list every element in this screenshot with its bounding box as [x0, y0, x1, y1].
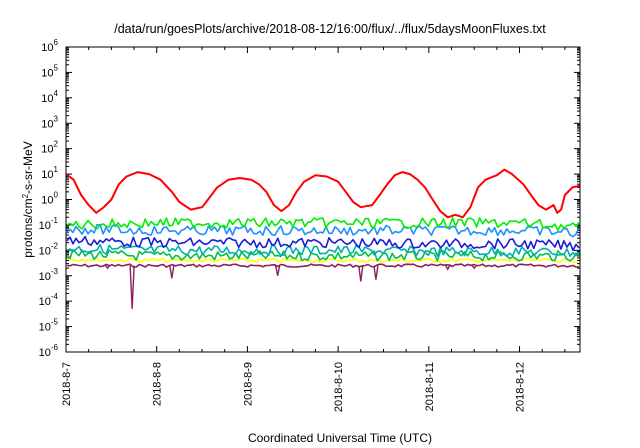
- plot-frame: [65, 46, 581, 353]
- flux-dip: [358, 265, 364, 282]
- y-tick-base: 10: [39, 347, 51, 359]
- y-tick-exponent: -5: [51, 318, 59, 327]
- y-tick-exponent: 3: [54, 114, 59, 123]
- y-tick-exponent: 0: [54, 191, 59, 200]
- y-tick-exponent: -4: [51, 292, 59, 301]
- y-tick-base: 10: [41, 93, 53, 105]
- y-tick-exponent: -3: [51, 267, 59, 276]
- y-tick-exponent: 1: [54, 165, 59, 174]
- y-tick-base: 10: [41, 195, 53, 207]
- y-tick-exponent: 5: [54, 63, 59, 72]
- x-tick-label: 2018-8-8: [152, 362, 164, 406]
- series-line: [66, 257, 580, 264]
- y-axis-label-units: -s-sr-MeV: [21, 141, 35, 194]
- x-tick-label: 2018-8-10: [333, 362, 345, 412]
- y-tick-label: 101: [41, 165, 58, 181]
- y-axis-label: protons/cm2-s-sr-MeV: [21, 141, 35, 257]
- y-tick-exponent: -1: [51, 216, 59, 225]
- flux-dip: [274, 265, 281, 276]
- y-tick-label: 100: [41, 191, 58, 207]
- x-axis: 2018-8-7 2018-8-8 2018-8-9 2018-8-10 2018-8-…: [61, 47, 566, 412]
- y-tick-label: 102: [41, 140, 58, 156]
- series-line: [65, 168, 581, 219]
- y-axis: 10-610-510-410-310-210-11001011021031041…: [39, 38, 580, 359]
- flux-dip: [373, 265, 379, 280]
- y-tick-base: 10: [41, 144, 53, 156]
- y-tick-base: 10: [39, 220, 51, 232]
- y-tick-label: 105: [41, 63, 58, 79]
- x-tick-label: 2018-8-7: [61, 362, 73, 406]
- flux-dip: [105, 265, 111, 270]
- y-tick-exponent: 4: [54, 89, 59, 98]
- flux-dip: [471, 265, 477, 270]
- y-tick-base: 10: [41, 118, 53, 130]
- x-tick-label: 2018-8-11: [424, 362, 436, 411]
- series-line: [66, 243, 580, 257]
- x-axis-label: Coordinated Universal Time (UTC): [248, 431, 432, 445]
- x-tick-label: 2018-8-9: [242, 362, 254, 406]
- y-tick-label: 10-5: [39, 318, 59, 334]
- y-axis-label-superscript: 2: [21, 193, 30, 198]
- y-tick-label: 10-1: [39, 216, 59, 232]
- y-tick-label: 103: [41, 114, 58, 130]
- y-tick-label: 10-2: [39, 241, 59, 257]
- y-tick-exponent: 6: [54, 38, 59, 47]
- y-tick-exponent: -2: [51, 241, 59, 250]
- y-tick-base: 10: [39, 245, 51, 257]
- series-line: [66, 217, 580, 232]
- chart-title: /data/run/goesPlots/archive/2018-08-12/1…: [114, 22, 546, 36]
- y-tick-exponent: -6: [51, 343, 59, 352]
- y-tick-exponent: 2: [54, 140, 59, 149]
- flux-dip: [445, 265, 451, 271]
- y-tick-label: 104: [41, 89, 58, 105]
- y-tick-label: 10-4: [39, 292, 59, 308]
- y-tick-label: 10-3: [39, 267, 59, 283]
- x-tick-label: 2018-8-12: [515, 362, 527, 412]
- y-tick-base: 10: [39, 296, 51, 308]
- plot-area: [65, 168, 581, 309]
- series-line: [66, 248, 580, 262]
- series-line: [66, 235, 580, 252]
- flux-dip: [169, 265, 175, 279]
- y-tick-base: 10: [39, 322, 51, 334]
- y-tick-label: 10-6: [39, 343, 59, 359]
- series-line: [66, 223, 580, 238]
- flux-dip: [129, 265, 135, 309]
- series-line: [66, 263, 580, 268]
- y-tick-base: 10: [39, 271, 51, 283]
- y-tick-base: 10: [41, 42, 53, 54]
- y-tick-base: 10: [41, 67, 53, 79]
- y-tick-label: 106: [41, 38, 58, 54]
- y-axis-label-text: protons/cm: [21, 198, 35, 257]
- y-tick-base: 10: [41, 169, 53, 181]
